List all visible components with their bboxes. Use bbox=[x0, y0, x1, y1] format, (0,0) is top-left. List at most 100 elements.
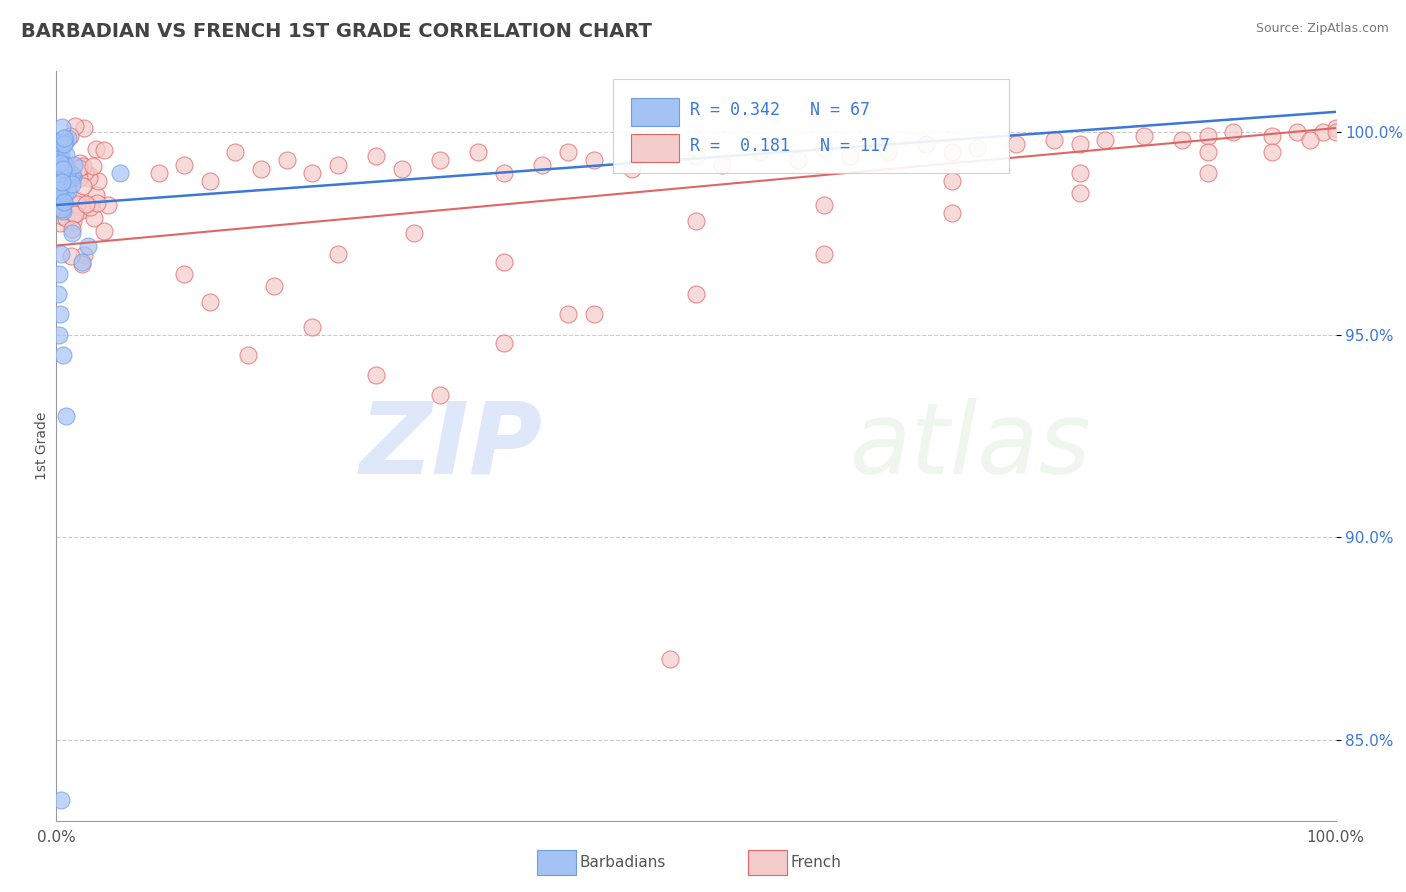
Text: atlas: atlas bbox=[849, 398, 1091, 494]
Text: ZIP: ZIP bbox=[360, 398, 543, 494]
Point bbox=[48, 154, 70, 169]
Point bbox=[45, 152, 67, 166]
Point bbox=[941, 206, 963, 220]
Point bbox=[787, 153, 810, 168]
Point bbox=[236, 348, 260, 362]
Text: Barbadians: Barbadians bbox=[579, 855, 665, 870]
Point bbox=[77, 238, 100, 252]
Text: R = 0.342   N = 67: R = 0.342 N = 67 bbox=[689, 102, 869, 120]
Point bbox=[391, 161, 413, 176]
Text: French: French bbox=[790, 855, 841, 870]
Point bbox=[659, 141, 682, 155]
Point bbox=[53, 194, 76, 209]
Point bbox=[941, 174, 963, 188]
Point bbox=[1261, 129, 1284, 144]
Point bbox=[46, 139, 69, 153]
Point bbox=[813, 198, 835, 212]
Point bbox=[467, 145, 489, 160]
Point bbox=[877, 145, 900, 160]
Point bbox=[48, 172, 70, 186]
FancyBboxPatch shape bbox=[631, 97, 679, 126]
Point bbox=[531, 157, 554, 171]
Point bbox=[60, 168, 83, 182]
Point bbox=[110, 166, 132, 180]
Point bbox=[49, 793, 72, 807]
Point bbox=[60, 172, 83, 186]
Point bbox=[59, 249, 82, 263]
Point bbox=[46, 153, 69, 167]
Point bbox=[62, 169, 84, 184]
Point bbox=[83, 211, 105, 225]
Point bbox=[48, 267, 70, 281]
Point bbox=[1133, 129, 1156, 144]
Point bbox=[53, 168, 76, 182]
Point bbox=[685, 214, 707, 228]
Point bbox=[148, 166, 170, 180]
Point bbox=[53, 171, 76, 186]
Point bbox=[49, 179, 72, 194]
Point bbox=[366, 368, 388, 383]
Point bbox=[250, 161, 273, 176]
Point bbox=[582, 307, 605, 321]
Point bbox=[53, 136, 76, 151]
Point bbox=[77, 168, 100, 182]
Point bbox=[49, 169, 72, 184]
Point bbox=[66, 197, 89, 211]
Point bbox=[58, 162, 80, 177]
Point bbox=[62, 177, 84, 191]
Point bbox=[1197, 166, 1219, 180]
Point bbox=[301, 319, 323, 334]
Point bbox=[749, 145, 772, 160]
Point bbox=[49, 151, 72, 165]
Point bbox=[84, 142, 107, 156]
Point bbox=[67, 170, 90, 185]
Point bbox=[51, 200, 73, 214]
Point bbox=[60, 222, 83, 236]
Point bbox=[49, 147, 72, 161]
Point bbox=[72, 120, 94, 135]
Point bbox=[838, 149, 860, 163]
Point bbox=[70, 254, 93, 268]
Point bbox=[710, 157, 733, 171]
Point bbox=[51, 190, 73, 204]
Point bbox=[52, 163, 75, 178]
Point bbox=[813, 246, 835, 260]
Point bbox=[53, 186, 76, 201]
Point bbox=[76, 196, 98, 211]
Point bbox=[62, 213, 84, 227]
Point bbox=[53, 135, 76, 149]
Point bbox=[48, 168, 70, 182]
Point bbox=[51, 157, 73, 171]
Point bbox=[51, 171, 73, 186]
Point bbox=[52, 175, 75, 189]
Point bbox=[263, 279, 285, 293]
Point bbox=[198, 295, 221, 310]
Point bbox=[52, 162, 75, 177]
Point bbox=[49, 162, 72, 177]
Point bbox=[915, 137, 938, 152]
Point bbox=[49, 307, 72, 321]
Point bbox=[60, 227, 83, 241]
Point bbox=[48, 168, 70, 182]
Point bbox=[49, 155, 72, 169]
Point bbox=[79, 171, 101, 186]
Point bbox=[429, 388, 451, 402]
Point bbox=[49, 216, 72, 230]
Point bbox=[1004, 137, 1026, 152]
Point bbox=[55, 173, 77, 187]
Point bbox=[1261, 145, 1284, 160]
Point bbox=[73, 248, 96, 262]
Point bbox=[63, 158, 86, 172]
Point bbox=[52, 202, 75, 217]
Point bbox=[52, 131, 75, 145]
Point bbox=[55, 409, 77, 423]
Point bbox=[173, 157, 195, 171]
Point bbox=[59, 129, 82, 144]
Point bbox=[63, 207, 86, 221]
Point bbox=[685, 287, 707, 301]
Point bbox=[52, 173, 75, 187]
Point bbox=[60, 167, 83, 181]
Point bbox=[70, 257, 93, 271]
FancyBboxPatch shape bbox=[631, 134, 679, 162]
Point bbox=[63, 198, 86, 212]
